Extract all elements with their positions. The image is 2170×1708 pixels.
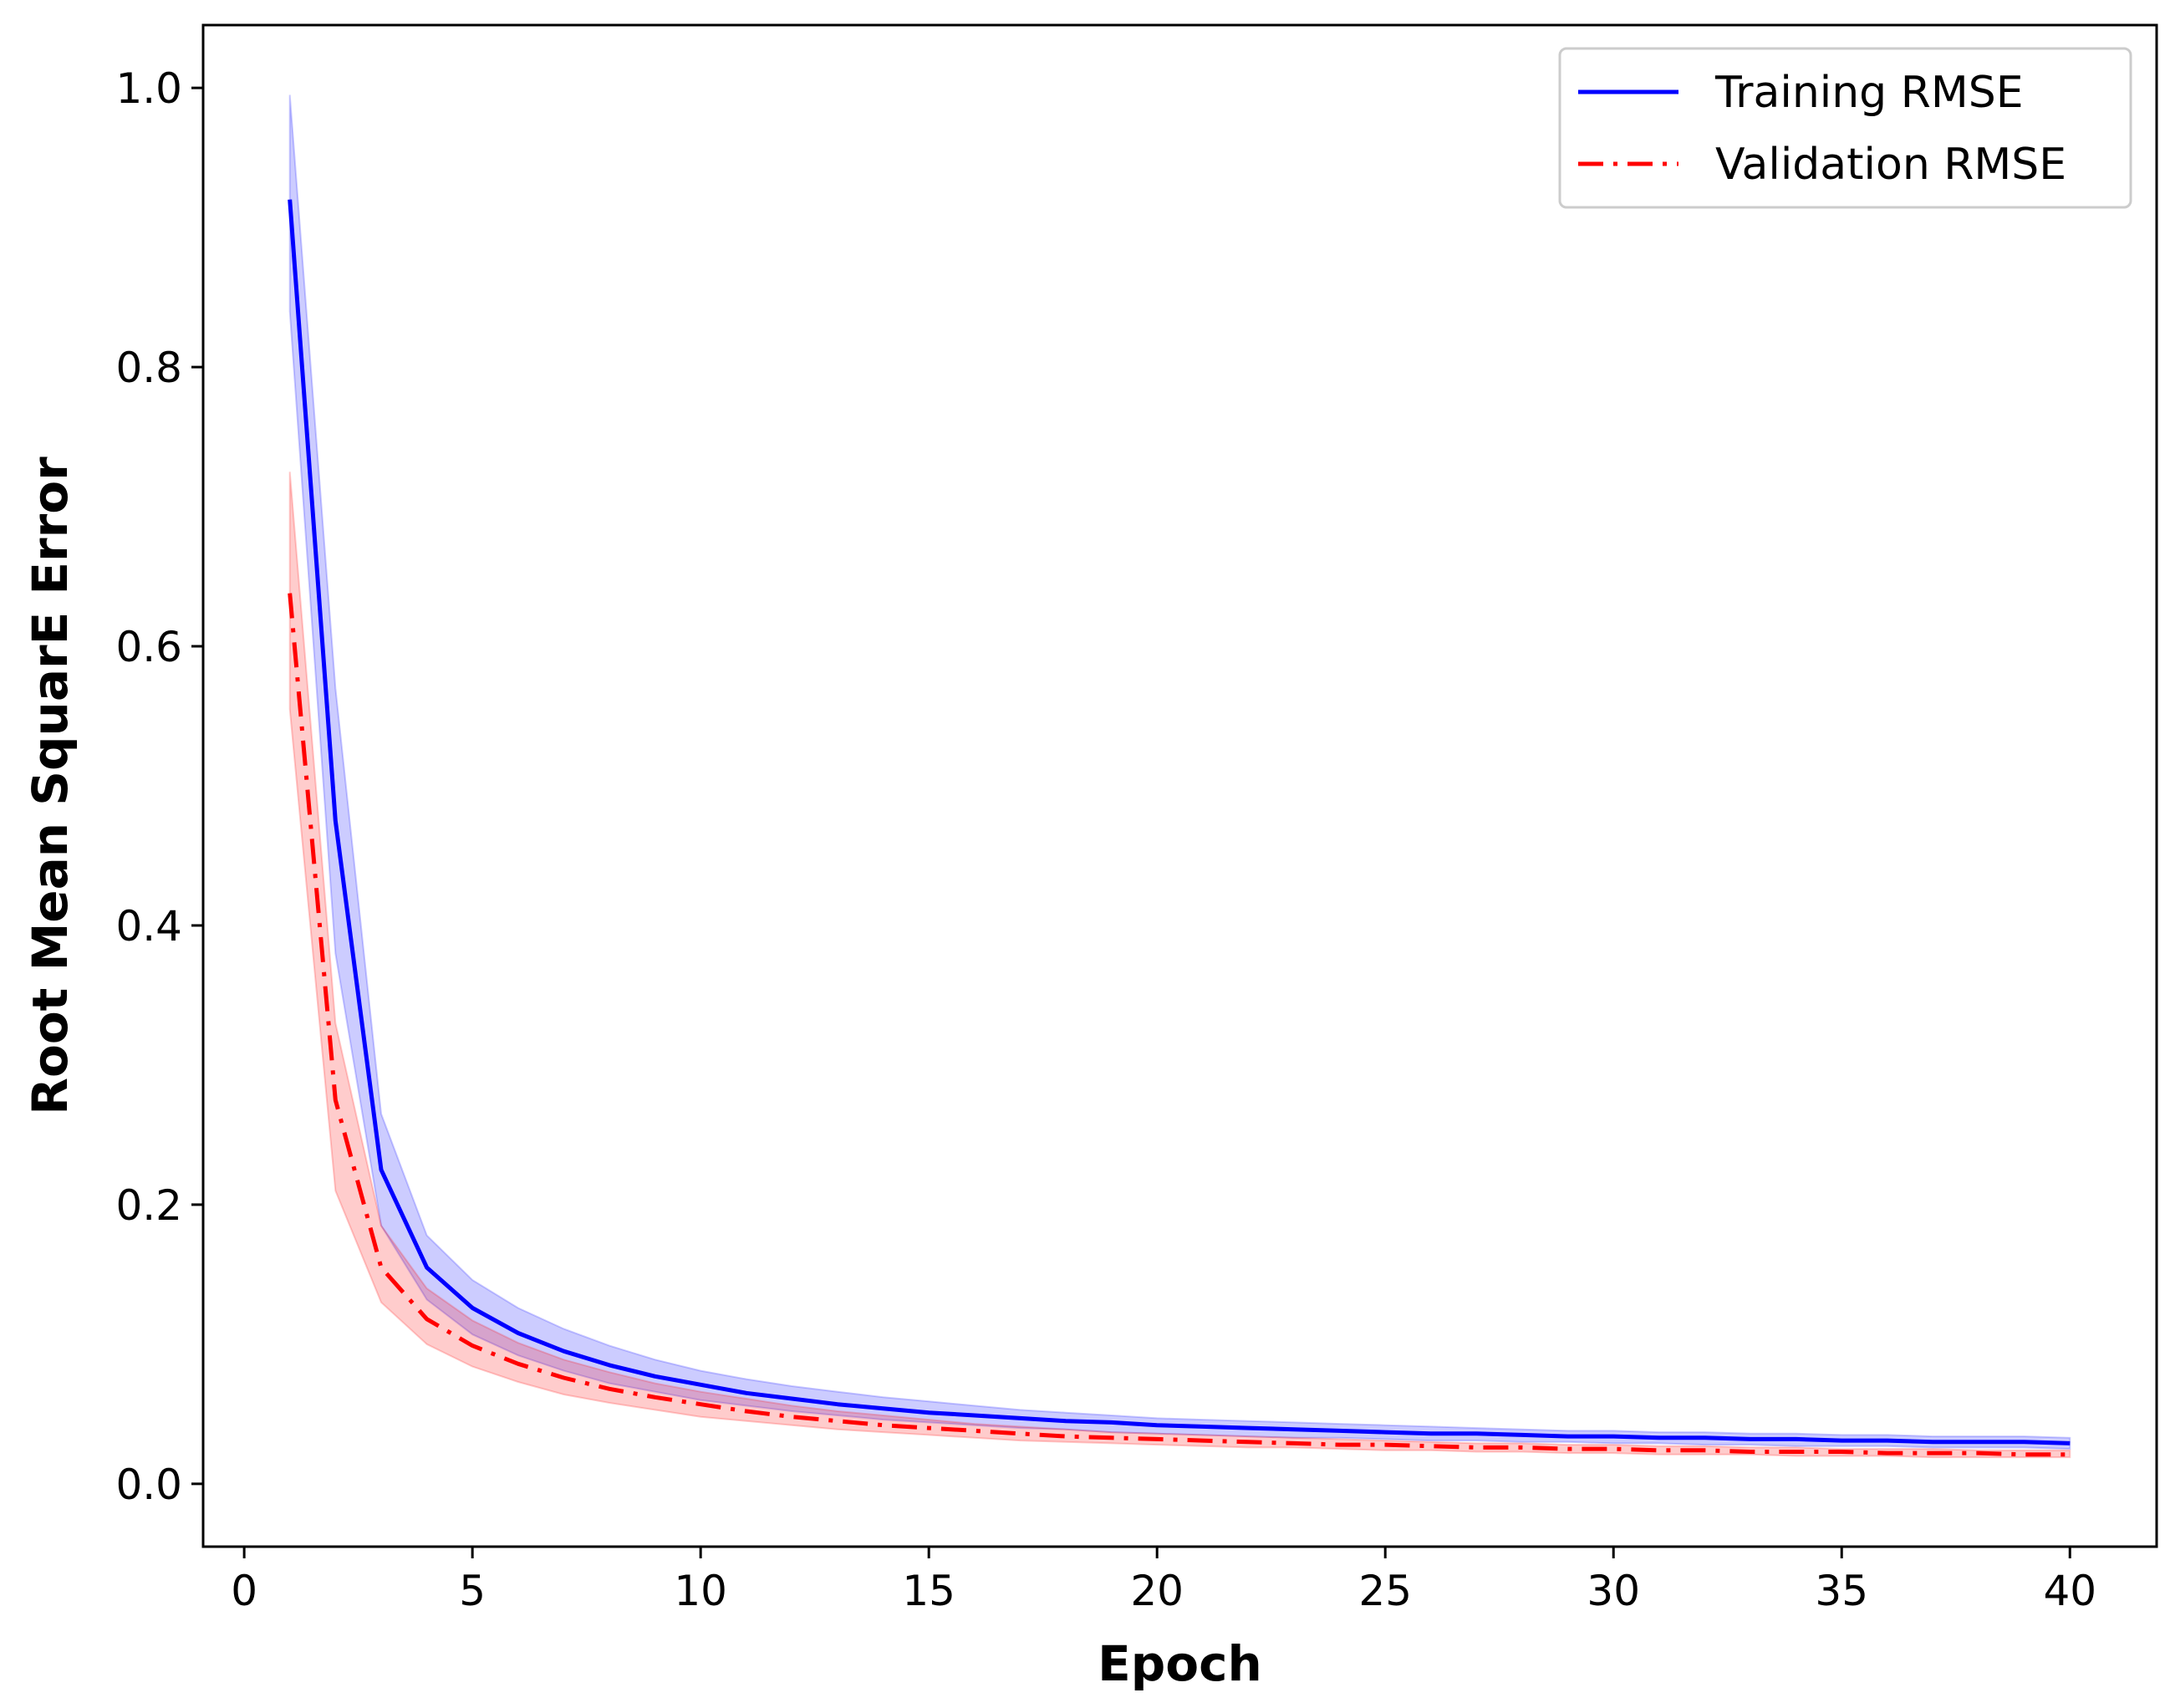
series-lines (288, 199, 2071, 1457)
y-tick-label: 0.6 (115, 623, 182, 671)
band-series-0 (288, 94, 2071, 1451)
legend-label-validation: Validation RMSE (1715, 140, 2066, 190)
plot-frame (201, 23, 2158, 1548)
confidence-bands (288, 94, 2071, 1459)
y-tick-label: 0.0 (115, 1461, 182, 1509)
x-tick-label: 15 (902, 1567, 955, 1615)
x-tick-label: 20 (1130, 1567, 1184, 1615)
x-tick-label: 30 (1587, 1567, 1640, 1615)
y-tick-label: 1.0 (115, 64, 182, 113)
legend-box (1558, 47, 2132, 209)
y-tick-label: 0.8 (115, 344, 182, 392)
x-tick-label: 0 (231, 1567, 257, 1615)
x-axis-ticks: 0 5 10 15 20 25 30 35 40 (231, 1547, 2096, 1615)
x-tick-label: 10 (674, 1567, 727, 1615)
x-axis-title: Epoch (1098, 1635, 1262, 1692)
y-tick-label: 0.2 (115, 1181, 182, 1230)
y-tick-label: 0.4 (115, 902, 182, 951)
legend-label-training: Training RMSE (1714, 68, 2024, 118)
x-tick-label: 40 (2043, 1567, 2096, 1615)
y-axis-ticks: 0.0 0.2 0.4 0.6 0.8 1.0 (115, 64, 203, 1509)
y-axis-title: Root Mean SquarE Error (22, 456, 79, 1115)
x-tick-label: 25 (1358, 1567, 1412, 1615)
line-series-1 (288, 593, 2071, 1457)
line-series-0 (288, 199, 2071, 1445)
x-tick-label: 35 (1815, 1567, 1868, 1615)
band-series-1 (288, 472, 2071, 1459)
legend: Training RMSE Validation RMSE (1558, 47, 2132, 209)
x-tick-label: 5 (459, 1567, 486, 1615)
